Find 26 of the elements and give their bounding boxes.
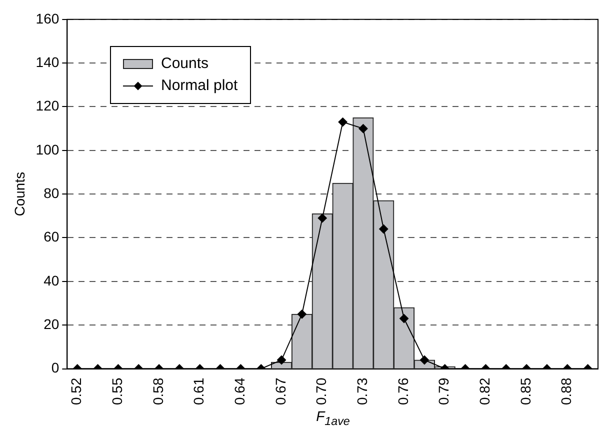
y-tick-label: 160 [36,10,60,26]
x-tick-label: 0.88 [558,378,574,405]
y-tick-label: 140 [36,54,60,70]
y-tick-label: 20 [44,316,60,332]
y-tick-label: 120 [36,98,60,114]
x-tick-label: 0.76 [394,378,411,405]
x-tick-label: 0.85 [517,378,534,405]
x-tick-label: 0.64 [232,378,248,405]
x-tick-label: 0.73 [354,378,370,405]
x-tick-label: 0.52 [68,378,84,405]
legend-label: Counts [161,54,209,74]
y-tick-label: 40 [44,272,60,288]
x-tick-label: 0.55 [109,378,126,405]
legend-label: Normal plot [161,76,238,96]
y-tick-label: 60 [44,228,60,245]
x-tick-label: 0.79 [436,378,452,405]
x-tick-label: 0.58 [150,378,166,405]
x-tick-label: 0.82 [476,378,493,405]
x-tick-label: 0.61 [190,378,207,405]
y-tick-label: 100 [36,141,60,158]
x-tick-label: 0.67 [272,378,288,405]
x-tick-label: 0.70 [313,378,330,405]
y-tick-label: 0 [51,360,60,376]
y-axis-title: Counts [11,172,28,216]
x-axis-title: F$_{1ave}$ [315,408,351,428]
y-tick-label: 80 [44,184,60,201]
